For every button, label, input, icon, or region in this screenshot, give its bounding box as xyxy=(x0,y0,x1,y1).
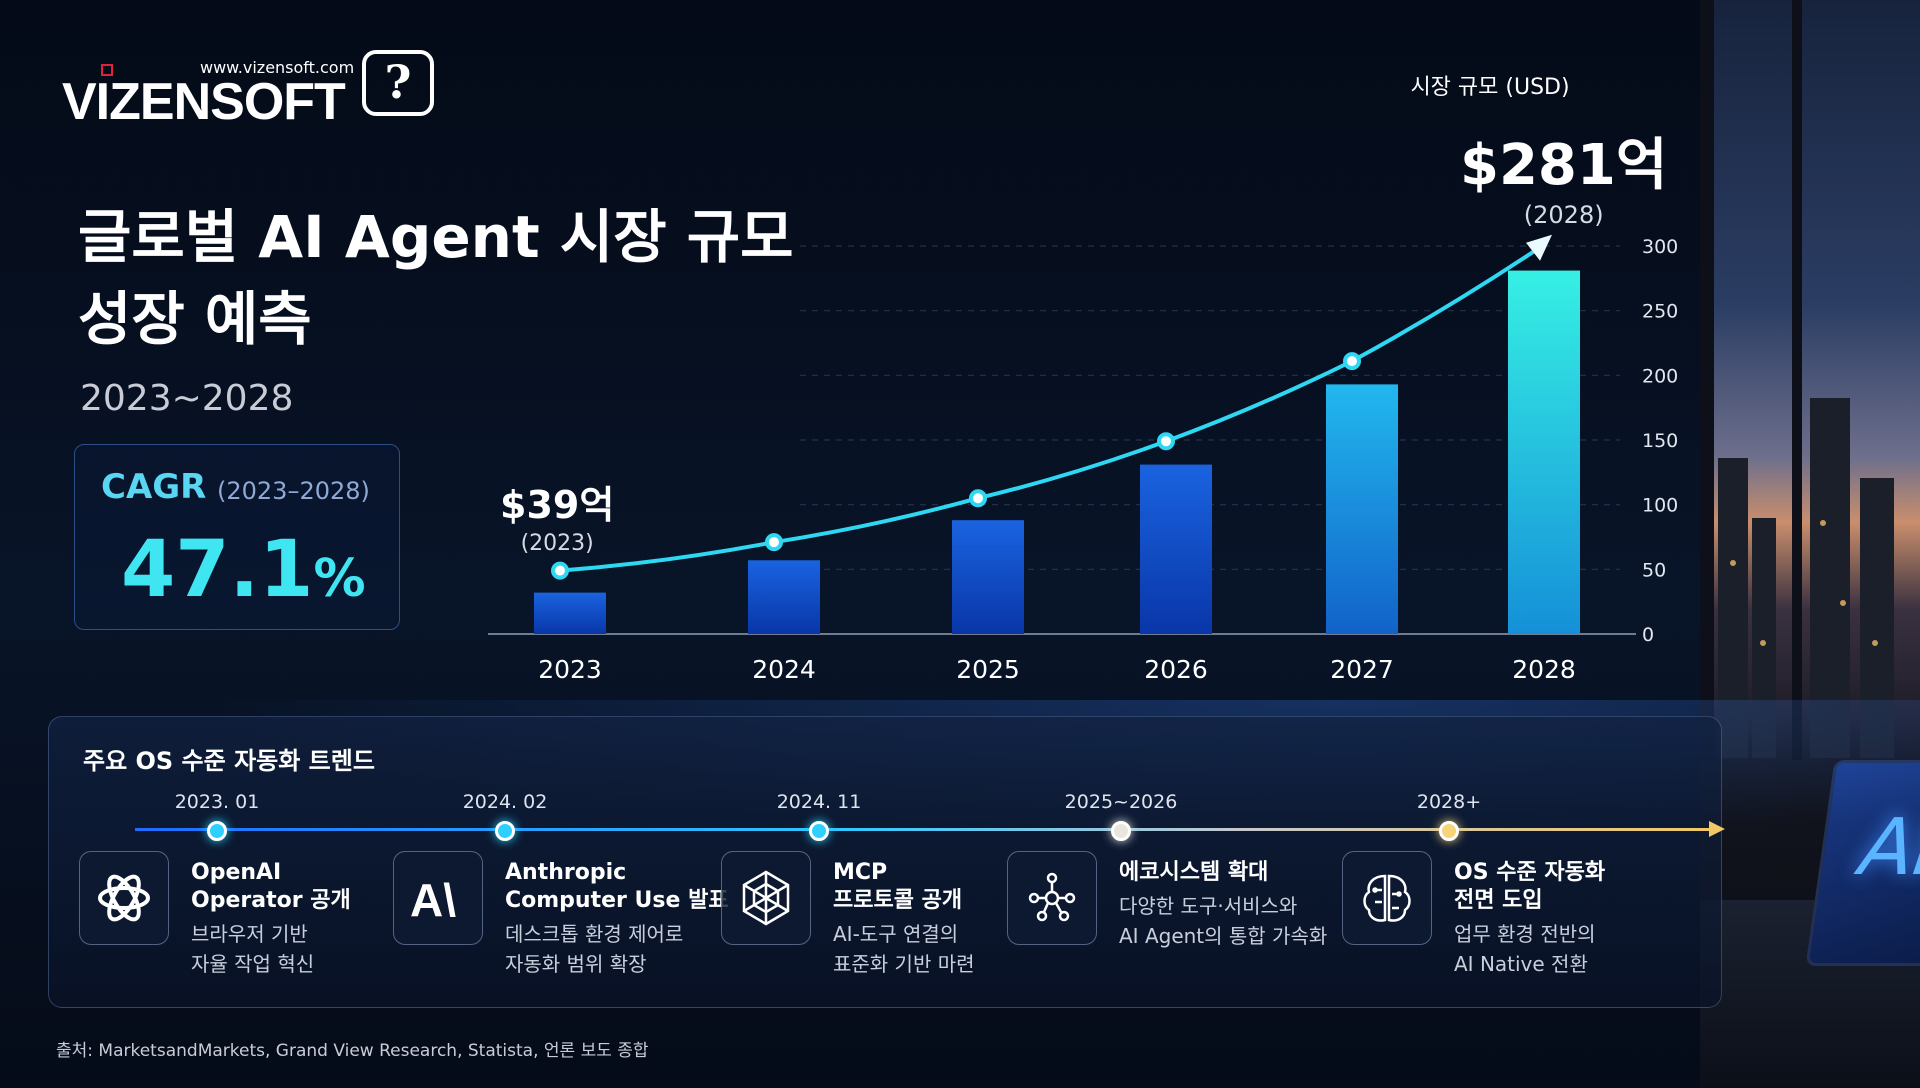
trend-heading: MCP 프로토콜 공개 xyxy=(833,859,962,915)
y-axis-label: 시장 규모 (USD) xyxy=(1410,75,1569,100)
annotation-2023-value: $39억 xyxy=(500,483,615,527)
annotation-2028-year: (2028) xyxy=(1523,201,1604,229)
trend-description-line-1: 데스크톱 환경 제어로 xyxy=(505,922,684,946)
timeline-date: 2024. 02 xyxy=(462,791,548,813)
cagr-label: CAGR xyxy=(101,467,207,507)
timeline-date: 2024. 11 xyxy=(776,791,862,813)
title-line-2: 성장 예측 xyxy=(78,285,312,353)
trend-arrow-icon xyxy=(1526,234,1552,261)
source-note: 출처: MarketsandMarkets, Grand View Resear… xyxy=(56,1041,649,1061)
annotation-2028: $281억 (2028) xyxy=(1460,120,1667,229)
timeline-dot xyxy=(809,821,829,841)
x-tick-label: 2024 xyxy=(752,655,816,684)
trend-heading-line-2: 전면 도입 xyxy=(1454,888,1543,913)
bar-2025 xyxy=(952,520,1024,634)
trend-heading-line-1: OS 수준 자동화 xyxy=(1454,860,1606,885)
y-tick-label: 250 xyxy=(1642,301,1678,323)
timeline-dot xyxy=(1439,821,1459,841)
trend-point xyxy=(1343,352,1361,371)
x-tick-label: 2027 xyxy=(1330,655,1394,684)
page-title: 글로벌 AI Agent 시장 규모 성장 예측 xyxy=(78,196,794,360)
openai-logo-icon xyxy=(79,851,169,945)
y-tick-label: 300 xyxy=(1642,236,1678,258)
y-tick-label: 50 xyxy=(1642,559,1666,581)
trend-description-line-2: 자동화 범위 확장 xyxy=(505,952,647,976)
y-tick-label: 100 xyxy=(1642,495,1678,517)
logo-wordmark: VIZENSOFT xyxy=(62,73,346,131)
trend-heading: Anthropic Computer Use 발표 xyxy=(505,859,729,915)
trend-description-line-1: 다양한 도구·서비스와 xyxy=(1119,894,1298,918)
logo-red-square-icon xyxy=(101,64,113,76)
bar-2024 xyxy=(748,560,820,634)
trend-description: 업무 환경 전반의 AI Native 전환 xyxy=(1454,919,1596,979)
trend-description-line-1: AI-도구 연결의 xyxy=(833,922,959,946)
timeline-date: 2028+ xyxy=(1416,791,1482,813)
trend-point xyxy=(969,489,987,508)
x-tick-label: 2028 xyxy=(1512,655,1576,684)
cagr-range: (2023–2028) xyxy=(217,477,370,505)
brain-circuit-icon xyxy=(1342,851,1432,945)
cagr-card: CAGR (2023–2028) 47.1% xyxy=(74,444,400,630)
trend-heading: OpenAI Operator 공개 xyxy=(191,859,351,915)
trend-point xyxy=(1157,432,1175,451)
bar-2026 xyxy=(1140,464,1212,634)
timeline-date: 2023. 01 xyxy=(174,791,260,813)
y-tick-label: 200 xyxy=(1642,365,1678,387)
trend-description-line-2: AI Agent의 통합 가속화 xyxy=(1119,924,1328,948)
trend-heading-line-2: Operator 공개 xyxy=(191,888,351,913)
trend-panel: 주요 OS 수준 자동화 트렌드 2023. 01 OpenAI Operator … xyxy=(48,716,1725,1008)
logo-url: www.vizensoft.com xyxy=(200,58,355,77)
timeline-dot xyxy=(207,821,227,841)
trend-heading-line-1: Anthropic xyxy=(505,860,627,885)
trend-line xyxy=(559,243,1546,573)
annotation-2023: $39억 (2023) xyxy=(500,474,614,556)
x-tick-label: 2023 xyxy=(538,655,602,684)
timeline-date: 2025~2026 xyxy=(1064,791,1178,813)
x-tick-label: 2025 xyxy=(956,655,1020,684)
timeline-line xyxy=(135,828,1715,831)
hexagon-network-icon xyxy=(721,851,811,945)
trend-heading: 에코시스템 확대 xyxy=(1119,859,1268,887)
y-tick-label: 150 xyxy=(1642,430,1678,452)
timeline-arrow-icon xyxy=(1709,821,1725,837)
bar-2023 xyxy=(534,592,606,634)
network-nodes-icon xyxy=(1007,851,1097,945)
trend-heading-line-1: OpenAI xyxy=(191,860,282,885)
question-speech-bubble-icon: ? xyxy=(362,50,434,116)
x-tick-label: 2026 xyxy=(1144,655,1208,684)
annotation-2028-value: $281억 xyxy=(1460,133,1668,198)
trend-heading-line-2: Computer Use 발표 xyxy=(505,888,729,913)
trend-description-line-1: 업무 환경 전반의 xyxy=(1454,922,1596,946)
trend-heading-line-2: 프로토콜 공개 xyxy=(833,888,963,913)
trend-description-line-2: 자율 작업 혁신 xyxy=(191,952,315,976)
cagr-number: 47.1 xyxy=(121,525,314,615)
market-size-chart: 시장 규모 (USD) 0 50 100 150 200 250 300 2023 2024 202… xyxy=(488,75,1678,684)
trend-heading-line-1: MCP xyxy=(833,860,888,885)
cagr-unit: % xyxy=(313,549,366,609)
trend-panel-title: 주요 OS 수준 자동화 트렌드 xyxy=(83,747,375,775)
trend-heading-line-1: 에코시스템 확대 xyxy=(1119,860,1269,885)
trend-description: 다양한 도구·서비스와 AI Agent의 통합 가속화 xyxy=(1119,891,1327,951)
title-line-1: 글로벌 AI Agent 시장 규모 xyxy=(78,203,794,271)
bar-2027 xyxy=(1326,384,1398,634)
trend-description-line-2: 표준화 기반 마련 xyxy=(833,952,975,976)
timeline-dot xyxy=(495,821,515,841)
y-tick-label: 0 xyxy=(1642,624,1654,646)
annotation-2023-year: (2023) xyxy=(520,531,594,556)
trend-point xyxy=(551,561,569,580)
anthropic-logo-icon: A\ xyxy=(393,851,483,945)
timeline-dot xyxy=(1111,821,1131,841)
trend-point xyxy=(765,533,783,552)
cagr-value: 47.1% xyxy=(121,525,366,615)
bar-2028 xyxy=(1508,270,1580,634)
svg-text:A\: A\ xyxy=(410,874,456,926)
trend-description-line-1: 브라우저 기반 xyxy=(191,922,308,946)
trend-description-line-2: AI Native 전환 xyxy=(1454,952,1588,976)
period-label: 2023~2028 xyxy=(80,378,294,419)
